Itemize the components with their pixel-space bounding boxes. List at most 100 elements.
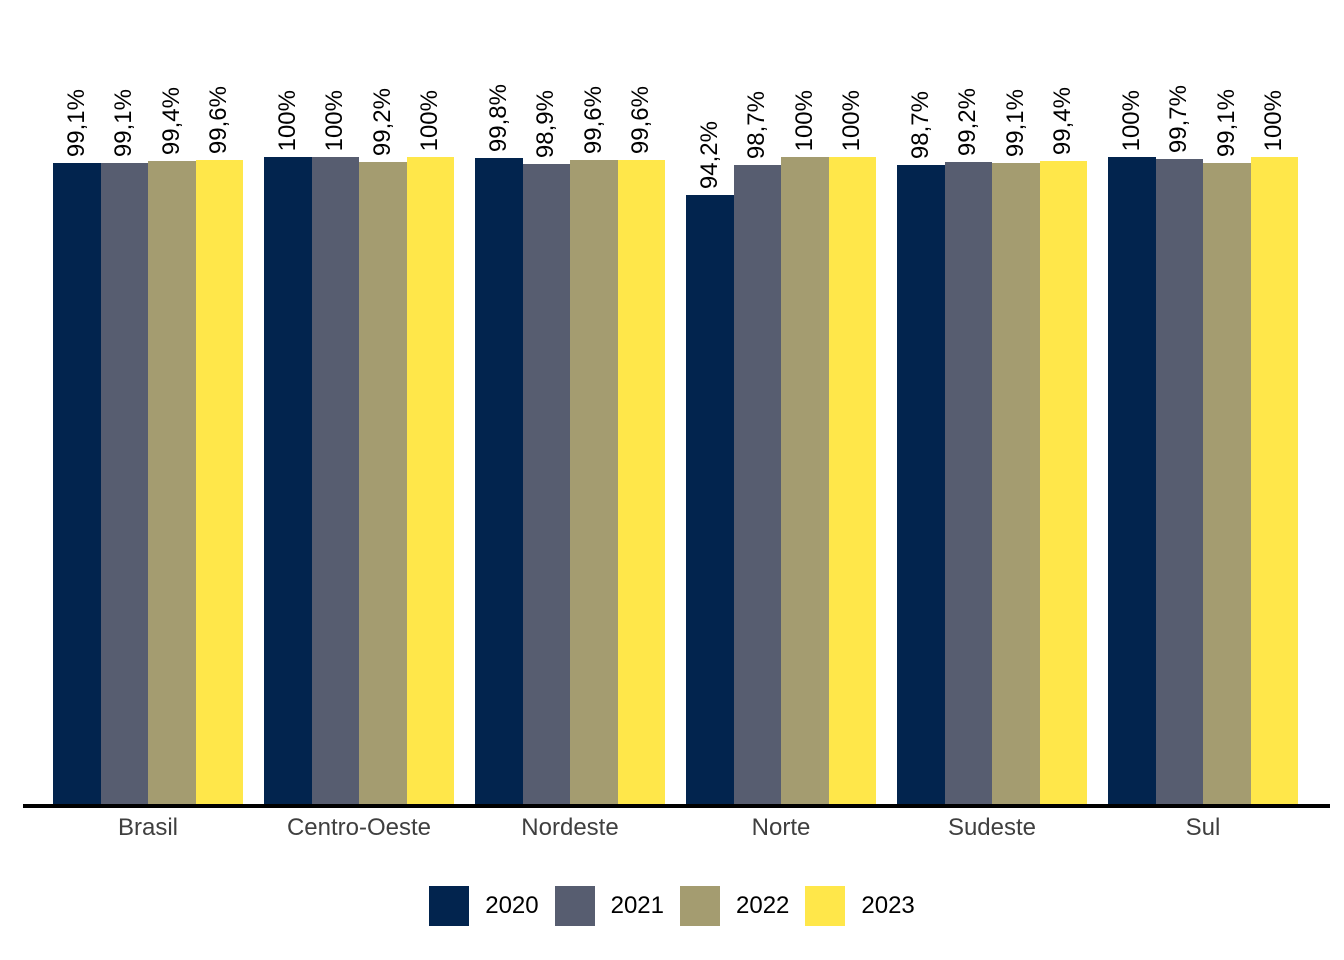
legend-label: 2021 — [610, 892, 664, 919]
bar-2022-norte — [781, 157, 829, 805]
bar-2020-centro-oeste — [264, 157, 312, 805]
bar-value-label: 99,4% — [1049, 86, 1077, 155]
legend-label: 2023 — [861, 892, 915, 919]
bar-value-label: 100% — [416, 89, 444, 151]
bar-column: 100% — [264, 90, 312, 805]
bar-value-label: 99,2% — [368, 88, 396, 157]
x-axis-labels: Brasil Centro-Oeste Nordeste Norte Sudeste Su… — [53, 814, 1298, 842]
bar-column: 94,2% — [686, 121, 734, 805]
bar-value-label: 99,2% — [954, 88, 982, 157]
bar-2020-sul — [1108, 157, 1156, 805]
bar-group-nordeste: 99,8% 98,9% 99,6% 99,6% — [475, 84, 665, 805]
bar-2023-centro-oeste — [406, 157, 454, 805]
x-axis-label-sul: Sul — [1185, 814, 1221, 841]
legend: 2020 2021 2022 2023 — [0, 886, 1344, 926]
legend-label: 2022 — [736, 892, 790, 919]
bar-column: 99,1% — [992, 89, 1040, 805]
bar-column: 100% — [828, 90, 876, 805]
bar-value-label: 98,7% — [906, 91, 934, 160]
legend-label: 2020 — [485, 892, 539, 919]
bar-column: 98,7% — [897, 91, 945, 805]
bar-value-label: 100% — [790, 89, 818, 151]
bar-2023-norte — [828, 157, 876, 805]
bar-group-sudeste: 98,7% 99,2% 99,1% 99,4% — [897, 87, 1087, 805]
bar-2022-nordeste — [570, 159, 618, 805]
bar-2021-nordeste — [522, 164, 570, 805]
bar-2020-nordeste — [475, 158, 523, 805]
bar-2023-nordeste — [617, 159, 665, 805]
x-axis-line — [23, 804, 1330, 808]
bar-2021-brasil — [100, 162, 148, 805]
bar-column: 98,7% — [733, 91, 781, 805]
x-axis-label-centro-oeste: Centro-Oeste — [286, 814, 432, 841]
bar-2022-brasil — [148, 160, 196, 805]
bar-group-norte: 94,2% 98,7% 100% 100% — [686, 90, 876, 805]
bar-group-centro-oeste: 100% 100% 99,2% 100% — [264, 88, 454, 805]
bar-value-label: 94,2% — [695, 120, 723, 189]
bar-2022-sudeste — [992, 162, 1040, 805]
bar-value-label: 100% — [1260, 89, 1288, 151]
bar-2021-sudeste — [944, 162, 992, 805]
bar-2020-brasil — [53, 162, 101, 805]
bar-2020-norte — [686, 194, 734, 805]
bar-2023-sul — [1250, 157, 1298, 805]
x-axis-label-norte: Norte — [751, 814, 811, 841]
bar-column: 100% — [311, 90, 359, 805]
bar-value-label: 99,1% — [110, 88, 138, 157]
bar-column: 100% — [406, 90, 454, 805]
bar-value-label: 100% — [273, 89, 301, 151]
legend-swatch-2020 — [429, 886, 470, 926]
bar-value-label: 99,6% — [579, 85, 607, 154]
bar-column: 99,1% — [53, 89, 101, 805]
bar-2021-sul — [1155, 158, 1203, 805]
bar-2023-brasil — [195, 159, 243, 805]
bar-column: 100% — [781, 90, 829, 805]
bar-value-label: 99,8% — [484, 84, 512, 153]
bar-value-label: 99,1% — [1212, 88, 1240, 157]
x-axis-label-nordeste: Nordeste — [521, 814, 619, 841]
bar-column: 99,1% — [1203, 89, 1251, 805]
bar-value-label: 99,6% — [205, 85, 233, 154]
bar-2021-centro-oeste — [311, 157, 359, 805]
bar-value-label: 99,1% — [62, 88, 90, 157]
bar-2022-centro-oeste — [359, 162, 407, 805]
bar-column: 99,6% — [570, 86, 618, 805]
bar-column: 99,2% — [359, 88, 407, 805]
legend-item-2021: 2021 — [554, 886, 664, 926]
bar-value-label: 99,1% — [1001, 88, 1029, 157]
bar-2020-sudeste — [897, 165, 945, 805]
bar-2023-sudeste — [1039, 160, 1087, 805]
bar-column: 99,7% — [1155, 85, 1203, 805]
bar-value-label: 99,6% — [627, 85, 655, 154]
plot-area: 99,1% 99,1% 99,4% 99,6% 100% 100% 99,2% 100% 99,… — [53, 84, 1298, 805]
x-axis-label-sudeste: Sudeste — [947, 814, 1037, 841]
bar-2022-sul — [1203, 162, 1251, 805]
bar-value-label: 100% — [321, 89, 349, 151]
bar-column: 99,4% — [148, 87, 196, 805]
bar-group-brasil: 99,1% 99,1% 99,4% 99,6% — [53, 86, 243, 805]
bar-value-label: 100% — [838, 89, 866, 151]
bar-group-sul: 100% 99,7% 99,1% 100% — [1108, 85, 1298, 805]
bar-column: 99,4% — [1039, 87, 1087, 805]
x-axis-label-brasil: Brasil — [117, 814, 178, 841]
legend-swatch-2021 — [554, 886, 595, 926]
bar-column: 99,2% — [944, 88, 992, 805]
legend-item-2020: 2020 — [429, 886, 539, 926]
bar-column: 99,1% — [100, 89, 148, 805]
bar-column: 99,6% — [195, 86, 243, 805]
bar-column: 99,6% — [617, 86, 665, 805]
bar-column: 98,9% — [522, 90, 570, 805]
bar-2021-norte — [733, 165, 781, 805]
bar-column: 100% — [1108, 90, 1156, 805]
bar-column: 100% — [1250, 90, 1298, 805]
bar-value-label: 100% — [1117, 89, 1145, 151]
legend-item-2023: 2023 — [805, 886, 915, 926]
legend-swatch-2023 — [805, 886, 846, 926]
bar-column: 99,8% — [475, 84, 523, 805]
legend-swatch-2022 — [680, 886, 720, 926]
bar-value-label: 99,4% — [157, 86, 185, 155]
legend-item-2022: 2022 — [680, 886, 789, 926]
bar-value-label: 98,7% — [743, 91, 771, 160]
bar-value-label: 98,9% — [532, 90, 560, 159]
